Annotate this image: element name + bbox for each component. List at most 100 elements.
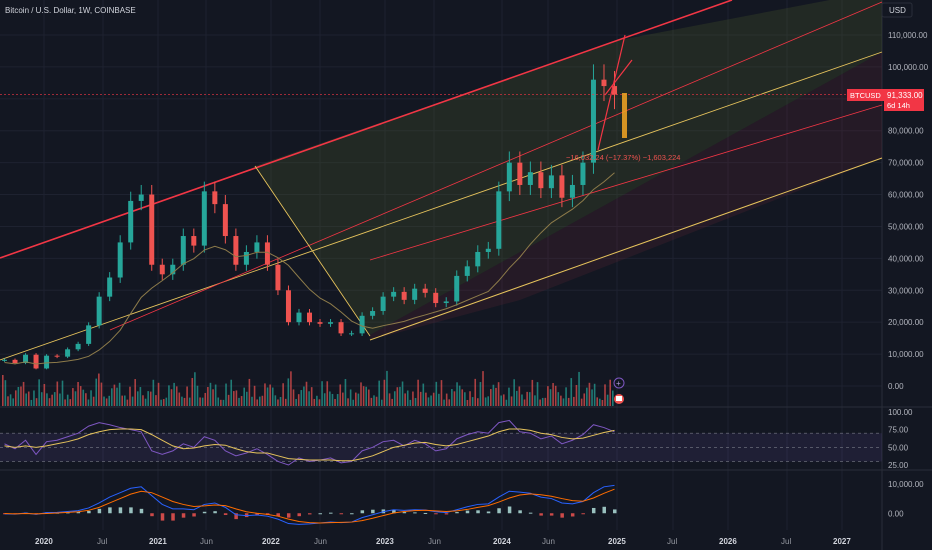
- candle-body: [264, 242, 270, 265]
- volume-bar: [51, 394, 53, 406]
- volume-bar: [419, 391, 422, 406]
- candle-body: [412, 288, 418, 300]
- rsi-tick-label: 75.00: [888, 426, 909, 435]
- symbol-title[interactable]: Bitcoin / U.S. Dollar, 1W, COINBASE: [5, 6, 136, 15]
- moving-average: [4, 172, 615, 365]
- macd-histogram-bar: [76, 512, 81, 514]
- volume-bar: [168, 385, 170, 406]
- volume-bar: [425, 392, 427, 406]
- volume-bar: [170, 389, 173, 406]
- trend-drawings[interactable]: [0, 34, 882, 151]
- macd-histogram-bar: [423, 512, 428, 514]
- candle-body: [285, 290, 291, 323]
- time-tick-label: 2024: [493, 537, 511, 546]
- macd-histogram-bar: [476, 510, 480, 514]
- volume-bar: [541, 397, 544, 406]
- candle-body: [328, 322, 334, 324]
- volume-bar: [134, 379, 136, 406]
- time-tick-label: 2026: [719, 537, 737, 546]
- macd-histogram-bar: [97, 508, 102, 514]
- volume-bar: [258, 396, 261, 406]
- volume-bar: [586, 387, 588, 406]
- candle-body: [65, 349, 71, 357]
- volume-bar: [9, 394, 12, 406]
- candle-body: [569, 184, 575, 198]
- rsi-line: [4, 419, 615, 466]
- volume-bar: [326, 381, 329, 406]
- volume-bar: [256, 399, 258, 406]
- flag-icon: [616, 396, 622, 401]
- volume-bar: [118, 382, 121, 406]
- volume-bar: [609, 379, 612, 406]
- candle-body: [359, 315, 365, 334]
- volume-bar: [69, 399, 72, 406]
- rsi-ma-line: [4, 428, 615, 462]
- volume-bar: [580, 398, 583, 406]
- macd-histogram-bar: [129, 507, 133, 514]
- volume-bar: [22, 381, 25, 406]
- volume-bar: [557, 392, 560, 406]
- volume-bar: [303, 386, 305, 406]
- volume-bar: [464, 392, 466, 406]
- volume-bar: [554, 385, 557, 406]
- volume-bar: [334, 398, 336, 406]
- volume-bar: [98, 373, 100, 406]
- candle-body: [612, 86, 617, 95]
- volume-bar: [396, 387, 399, 406]
- macd-histogram-bar: [339, 513, 344, 515]
- currency-button[interactable]: USD: [881, 2, 913, 18]
- volume-bar: [482, 371, 484, 406]
- candle-body: [548, 175, 554, 189]
- volume-bar: [292, 389, 295, 406]
- candle-body: [128, 200, 134, 243]
- macd-histogram-bar: [160, 513, 165, 521]
- candle-body: [12, 359, 18, 364]
- measure-tool[interactable]: −16,032.24 (−17.37%) −1,603,224: [566, 93, 680, 162]
- volume-bar: [209, 382, 212, 406]
- volume-bar: [490, 389, 492, 406]
- macd-histogram-bar: [486, 511, 491, 514]
- pitchfork-channel: [0, 0, 883, 361]
- volume-bar: [287, 378, 290, 406]
- volume-bar: [513, 379, 515, 406]
- volume-bar: [160, 399, 162, 406]
- volume-bar: [399, 386, 401, 406]
- volume-bar: [593, 383, 596, 406]
- volume-bar: [406, 390, 409, 406]
- volume-bar: [248, 378, 251, 406]
- rsi-pane: 100.00 75.00 50.00 25.00: [0, 408, 913, 470]
- volume-bar: [129, 386, 131, 406]
- volume-bar: [4, 380, 7, 406]
- volume-bar: [264, 383, 266, 406]
- candle-body: [44, 355, 50, 369]
- volume-bar: [274, 395, 277, 406]
- macd-histogram-bar: [308, 513, 312, 515]
- volume-bar: [199, 397, 201, 406]
- volume-bar: [48, 398, 51, 406]
- volume-bar: [121, 395, 124, 406]
- macd-histogram-bar: [360, 510, 365, 514]
- volume-bar: [152, 379, 155, 406]
- volume-bar: [95, 378, 98, 406]
- volume-bar: [318, 399, 321, 406]
- volume-bar: [79, 386, 82, 406]
- volume-bar: [188, 397, 191, 406]
- rsi-tick-label: 50.00: [888, 443, 909, 452]
- volume-bar: [453, 391, 456, 406]
- volume-bar: [565, 387, 567, 406]
- volume-bar: [25, 393, 27, 406]
- volume-bar: [570, 378, 573, 406]
- candle-body: [580, 162, 586, 185]
- rsi-tick-label: 25.00: [888, 461, 909, 470]
- volume-bar: [469, 391, 471, 406]
- add-indicator-button[interactable]: +: [613, 377, 625, 389]
- volume-bar: [308, 391, 310, 406]
- volume-bar: [20, 386, 22, 406]
- candle-body: [517, 162, 523, 185]
- volume-bar: [111, 388, 113, 406]
- volume-bar: [162, 399, 165, 406]
- event-flag[interactable]: [614, 394, 624, 404]
- volume-bar: [17, 386, 20, 406]
